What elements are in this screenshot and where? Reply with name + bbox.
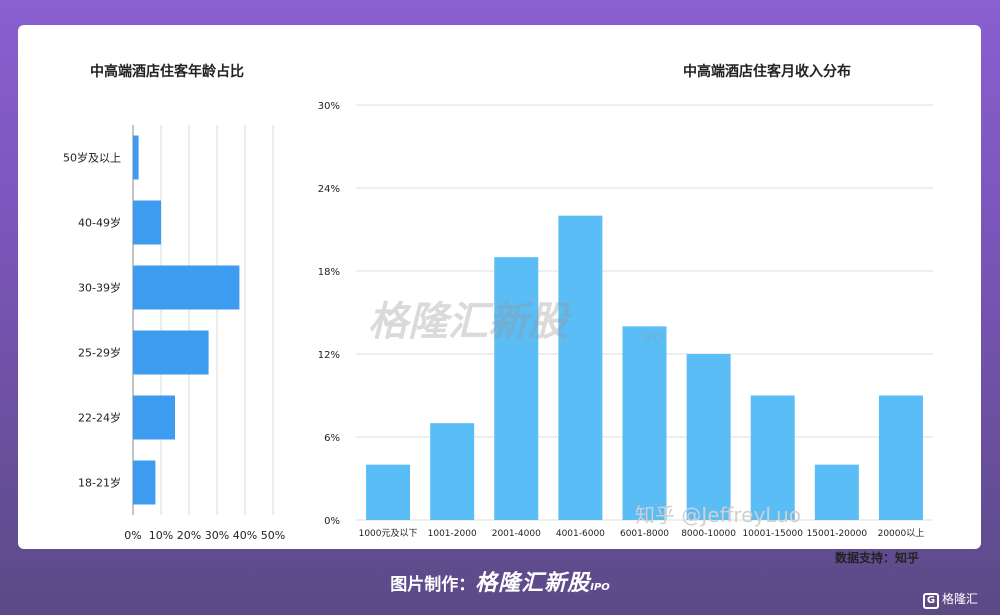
corner-logo: G 格隆汇 bbox=[922, 590, 978, 609]
age-bar bbox=[133, 395, 175, 440]
y-tick-label: 24% bbox=[318, 184, 340, 195]
zhihu-watermark: 知乎 @JeffreyLuo bbox=[635, 503, 801, 527]
y-tick-label: 0% bbox=[324, 516, 340, 527]
y-tick-label: 18% bbox=[318, 267, 340, 278]
income-bar bbox=[430, 423, 475, 520]
x-category-label: 20000以上 bbox=[878, 528, 925, 539]
income-bar bbox=[686, 354, 731, 520]
y-category-label: 18-21岁 bbox=[78, 476, 121, 490]
x-category-label: 1000元及以下 bbox=[359, 528, 418, 539]
g-logo-icon: G bbox=[922, 593, 939, 609]
income-bar bbox=[366, 464, 411, 520]
x-tick-label: 10% bbox=[149, 529, 173, 542]
y-category-label: 30-39岁 bbox=[78, 281, 121, 295]
footer-prefix: 图片制作： bbox=[390, 575, 476, 595]
income-bar bbox=[494, 257, 539, 520]
x-category-label: 6001-8000 bbox=[620, 529, 669, 539]
income-bar bbox=[750, 395, 795, 520]
x-category-label: 10001-15000 bbox=[742, 529, 803, 539]
age-bar-chart: 0% 10% 20% 30% 40% 50% 50岁及以上 40-49岁 30-39岁 25-29… bbox=[63, 125, 285, 542]
x-category-label: 4001-6000 bbox=[556, 529, 605, 539]
age-bar bbox=[133, 460, 156, 505]
brand-watermark: 格隆汇新股 IPO bbox=[368, 299, 663, 345]
income-bar bbox=[878, 395, 923, 520]
x-tick-label: 50% bbox=[261, 529, 285, 542]
x-category-label: 2001-4000 bbox=[492, 529, 541, 539]
watermark-ipo: IPO bbox=[643, 331, 663, 345]
x-tick-label: 30% bbox=[205, 529, 229, 542]
income-bar bbox=[814, 464, 859, 520]
y-category-label: 50岁及以上 bbox=[63, 151, 121, 165]
x-tick-label: 40% bbox=[233, 529, 257, 542]
age-bar bbox=[133, 135, 139, 180]
income-bar-chart: 0% 6% 12% 18% 24% 30% 1000元及以下 1001-2000 2001-40… bbox=[318, 101, 933, 539]
y-tick-label: 12% bbox=[318, 350, 340, 361]
income-bar bbox=[622, 326, 667, 520]
corner-logo-text: 格隆汇 bbox=[941, 592, 978, 606]
x-category-label: 8000-10000 bbox=[681, 529, 736, 539]
left-chart-title: 中高端酒店住客年龄占比 bbox=[90, 64, 244, 80]
right-chart-title: 中高端酒店住客月收入分布 bbox=[683, 64, 851, 80]
x-tick-label: 0% bbox=[124, 529, 141, 542]
y-category-label: 40-49岁 bbox=[78, 216, 121, 230]
y-category-label: 22-24岁 bbox=[78, 411, 121, 425]
footer-brand: 格隆汇新股 bbox=[475, 571, 591, 596]
footer-ipo: IPO bbox=[590, 582, 610, 593]
age-bar bbox=[133, 265, 240, 310]
y-tick-label: 30% bbox=[318, 101, 340, 112]
source-note: 数据支持：知乎 bbox=[834, 551, 919, 565]
x-category-label: 1001-2000 bbox=[428, 529, 477, 539]
footer: 图片制作：格隆汇新股IPO bbox=[0, 565, 1000, 597]
chart-card: 中高端酒店住客年龄占比 中高端酒店住客月收入分布 0% 10% 20% 30% 40% 5… bbox=[18, 25, 981, 565]
income-bar bbox=[558, 215, 603, 520]
watermark-text: 格隆汇新股 bbox=[368, 299, 572, 345]
y-category-label: 25-29岁 bbox=[78, 346, 121, 360]
y-tick-label: 6% bbox=[324, 433, 340, 444]
age-bar bbox=[133, 200, 161, 245]
x-tick-label: 20% bbox=[177, 529, 201, 542]
age-bar bbox=[133, 330, 209, 375]
x-category-label: 15001-20000 bbox=[807, 529, 868, 539]
